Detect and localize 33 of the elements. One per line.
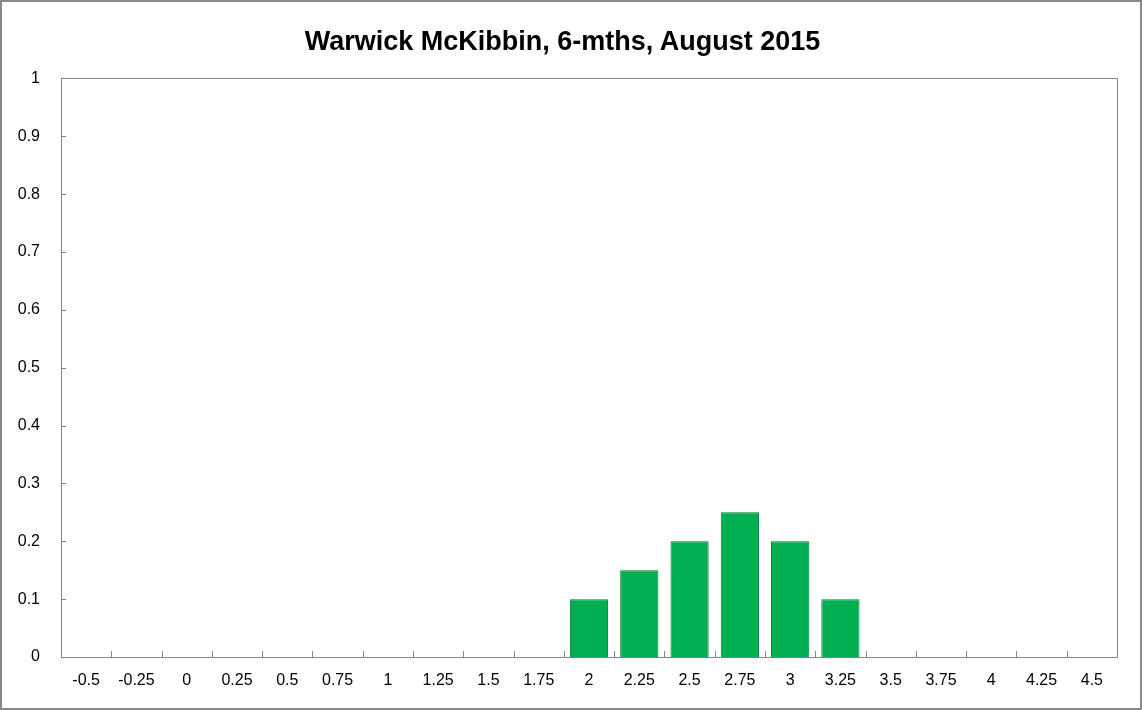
- y-tick-label: 0.4: [17, 415, 41, 433]
- y-tick-label: 0.7: [17, 242, 41, 260]
- y-tick-label: 0: [31, 647, 41, 665]
- x-tick-label: 1.75: [523, 671, 555, 689]
- x-tick-label: 2.25: [623, 671, 655, 689]
- x-tick-label: 3.25: [824, 671, 857, 689]
- y-tick-label: 0.2: [17, 531, 41, 549]
- x-tick-label: 0: [182, 671, 192, 689]
- x-tick-label: 2: [584, 671, 594, 689]
- x-tick-label: 4.5: [1080, 671, 1104, 689]
- x-tick-label: 3.5: [879, 671, 902, 689]
- x-tick-label: 0.75: [322, 671, 354, 689]
- x-tick-label: 3: [785, 671, 795, 689]
- x-tick-label: 0.5: [276, 671, 299, 689]
- x-tick-label: -0.5: [72, 671, 101, 689]
- y-tick-label: 0.5: [17, 358, 41, 376]
- y-tick-label: 0.8: [17, 184, 41, 202]
- x-tick-label: 2.75: [724, 671, 756, 689]
- chart-title: Warwick McKibbin, 6-mths, August 2015: [304, 25, 821, 56]
- x-tick-label: 2.5: [678, 671, 701, 689]
- x-tick-label: 1: [383, 671, 393, 689]
- x-tick-label: 3.75: [925, 671, 957, 689]
- x-tick-label: 1.25: [422, 671, 454, 689]
- y-tick-label: 0.1: [17, 589, 41, 607]
- x-tick-label: 4: [986, 671, 996, 689]
- y-tick-label: 0.9: [17, 126, 41, 144]
- x-tick-label: 4.25: [1026, 671, 1058, 689]
- y-tick-label: 0.6: [17, 300, 41, 318]
- x-tick-label: -0.25: [118, 671, 155, 689]
- x-tick-label: 1.5: [477, 671, 500, 689]
- y-tick-label: 1: [31, 68, 41, 86]
- y-tick-label: 0.3: [17, 473, 41, 491]
- x-tick-label: 0.25: [221, 671, 253, 689]
